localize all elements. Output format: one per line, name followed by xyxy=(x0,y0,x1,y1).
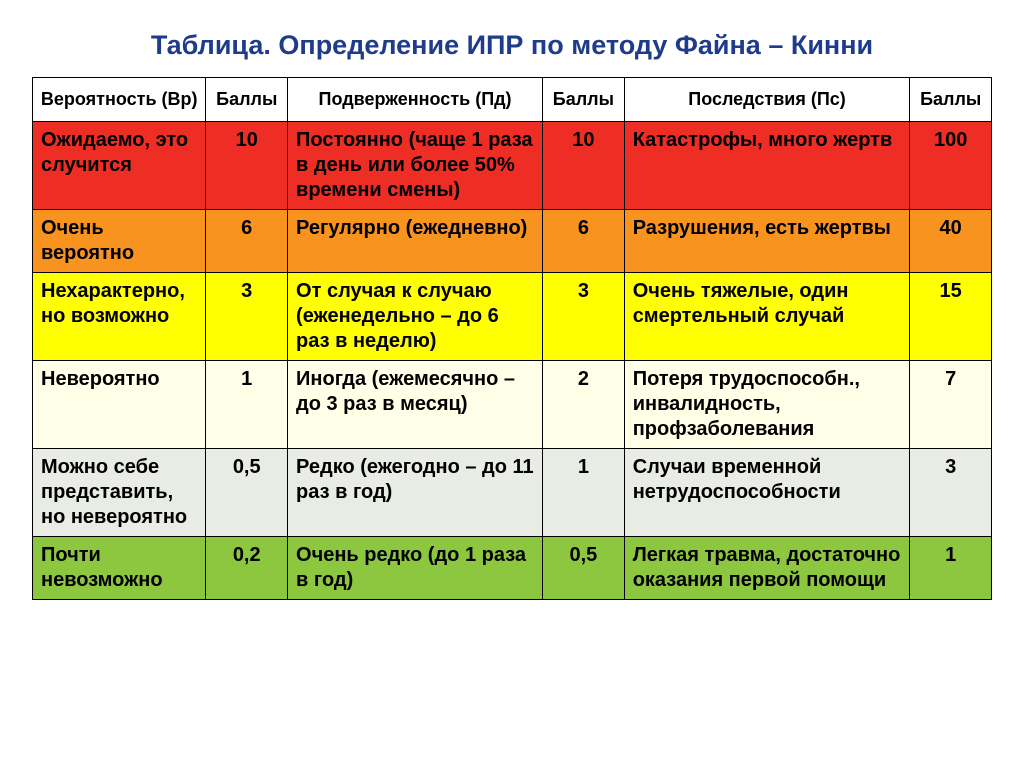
cell-score1: 1 xyxy=(206,360,288,448)
cell-consequence: Катастрофы, много жертв xyxy=(624,121,910,209)
cell-exposure: Постоянно (чаще 1 раза в день или более … xyxy=(288,121,543,209)
table-header-row: Вероятность (Вр) Баллы Подверженность (П… xyxy=(33,78,992,122)
header-consequence: Последствия (Пс) xyxy=(624,78,910,122)
cell-score3: 1 xyxy=(910,536,992,599)
cell-exposure: Очень редко (до 1 раза в год) xyxy=(288,536,543,599)
cell-score3: 15 xyxy=(910,272,992,360)
cell-score1: 3 xyxy=(206,272,288,360)
cell-score1: 6 xyxy=(206,209,288,272)
header-score3: Баллы xyxy=(910,78,992,122)
cell-probability: Очень вероятно xyxy=(33,209,206,272)
cell-probability: Невероятно xyxy=(33,360,206,448)
table-row: Можно себе представить, но невероятно0,5… xyxy=(33,448,992,536)
risk-table: Вероятность (Вр) Баллы Подверженность (П… xyxy=(32,77,992,600)
cell-consequence: Легкая травма, достаточно оказания перво… xyxy=(624,536,910,599)
cell-probability: Ожидаемо, это случится xyxy=(33,121,206,209)
cell-consequence: Разрушения, есть жертвы xyxy=(624,209,910,272)
cell-exposure: Редко (ежегодно – до 11 раз в год) xyxy=(288,448,543,536)
cell-score2: 10 xyxy=(543,121,625,209)
cell-score2: 2 xyxy=(543,360,625,448)
cell-exposure: Регулярно (ежедневно) xyxy=(288,209,543,272)
cell-probability: Почти невозможно xyxy=(33,536,206,599)
cell-score2: 6 xyxy=(543,209,625,272)
cell-consequence: Потеря трудоспособн., инвалидность, проф… xyxy=(624,360,910,448)
cell-consequence: Очень тяжелые, один смертельный случай xyxy=(624,272,910,360)
header-score2: Баллы xyxy=(543,78,625,122)
page-title: Таблица. Определение ИПР по методу Файна… xyxy=(32,30,992,61)
header-exposure: Подверженность (Пд) xyxy=(288,78,543,122)
cell-score3: 3 xyxy=(910,448,992,536)
table-row: Нехарактерно, но возможно3От случая к сл… xyxy=(33,272,992,360)
header-probability: Вероятность (Вр) xyxy=(33,78,206,122)
table-row: Почти невозможно0,2Очень редко (до 1 раз… xyxy=(33,536,992,599)
cell-score2: 3 xyxy=(543,272,625,360)
cell-score1: 0,2 xyxy=(206,536,288,599)
cell-score1: 0,5 xyxy=(206,448,288,536)
table-row: Невероятно1Иногда (ежемесячно – до 3 раз… xyxy=(33,360,992,448)
cell-score2: 0,5 xyxy=(543,536,625,599)
cell-exposure: Иногда (ежемесячно – до 3 раз в месяц) xyxy=(288,360,543,448)
table-body: Ожидаемо, это случится10Постоянно (чаще … xyxy=(33,121,992,599)
cell-score3: 100 xyxy=(910,121,992,209)
cell-consequence: Случаи временной нетрудоспособности xyxy=(624,448,910,536)
table-row: Очень вероятно6Регулярно (ежедневно)6Раз… xyxy=(33,209,992,272)
cell-score1: 10 xyxy=(206,121,288,209)
cell-score2: 1 xyxy=(543,448,625,536)
cell-score3: 7 xyxy=(910,360,992,448)
cell-score3: 40 xyxy=(910,209,992,272)
cell-probability: Нехарактерно, но возможно xyxy=(33,272,206,360)
cell-probability: Можно себе представить, но невероятно xyxy=(33,448,206,536)
cell-exposure: От случая к случаю (еженедельно – до 6 р… xyxy=(288,272,543,360)
table-row: Ожидаемо, это случится10Постоянно (чаще … xyxy=(33,121,992,209)
header-score1: Баллы xyxy=(206,78,288,122)
page-container: Таблица. Определение ИПР по методу Файна… xyxy=(0,0,1024,630)
